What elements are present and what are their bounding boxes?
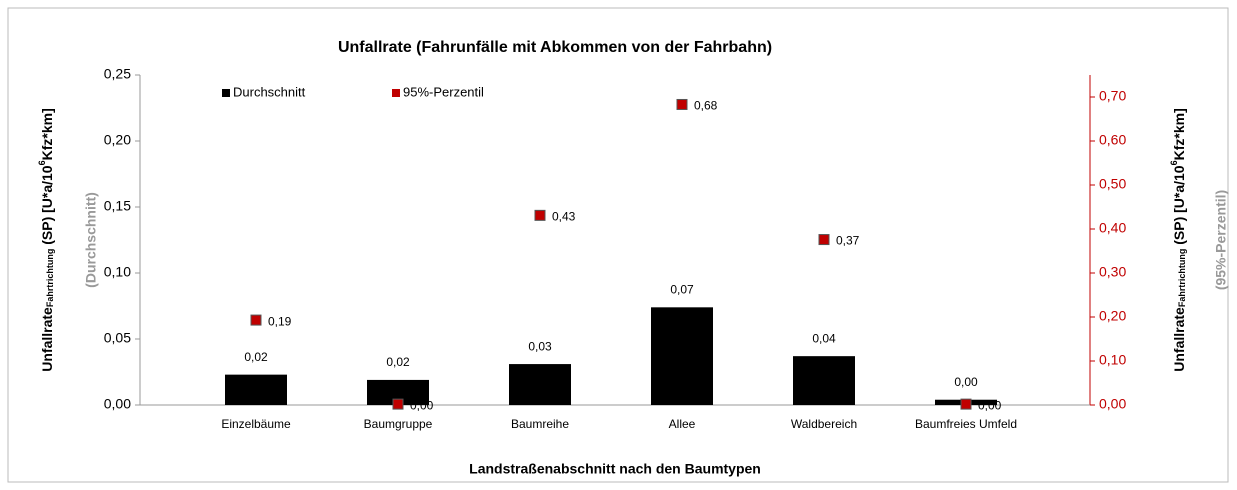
legend-label: Durchschnitt xyxy=(233,84,306,99)
point-value-label: 0,00 xyxy=(978,398,1002,412)
y2-tick-label: 0,30 xyxy=(1099,264,1126,280)
bar-value-label: 0,00 xyxy=(954,375,978,389)
y-tick-label: 0,25 xyxy=(104,66,131,82)
legend-label: 95%-Perzentil xyxy=(403,84,484,99)
label-main: Unfallrate xyxy=(39,307,55,372)
y2-tick-label: 0,10 xyxy=(1099,352,1126,368)
label-sup: 6 xyxy=(1169,160,1179,165)
x-tick-label: Baumgruppe xyxy=(364,417,433,431)
y2-tick-label: 0,70 xyxy=(1099,88,1126,104)
point xyxy=(250,314,262,326)
label-main: Unfallrate xyxy=(1171,307,1187,372)
label-end: Kfz*km] xyxy=(39,108,55,160)
y2-tick-label: 0,00 xyxy=(1099,396,1126,412)
y2-tick-label: 0,20 xyxy=(1099,308,1126,324)
y2-tick-label: 0,60 xyxy=(1099,132,1126,148)
y-axis-label: UnfallrateFahrtrichtung (SP) [U*a/106Kfz… xyxy=(1169,108,1187,371)
y-axis-note: (95%-Perzentil) xyxy=(1213,190,1229,290)
label-rest: (SP) [U*a/10 xyxy=(1171,165,1187,248)
legend-swatch xyxy=(392,89,400,97)
point-value-label: 0,37 xyxy=(836,234,860,248)
y-axis-note: (Durchschnitt) xyxy=(83,192,99,288)
chart-title: Unfallrate (Fahrunfälle mit Abkommen von… xyxy=(338,39,772,56)
chart-frame xyxy=(7,7,1229,483)
label-sup: 6 xyxy=(37,160,47,165)
point xyxy=(392,398,404,410)
bar xyxy=(651,307,713,405)
bar xyxy=(225,374,287,405)
point-value-label: 0,68 xyxy=(694,99,718,113)
y2-tick-label: 0,50 xyxy=(1099,176,1126,192)
bar xyxy=(793,356,855,405)
bar-value-label: 0,04 xyxy=(812,331,836,345)
bar-value-label: 0,07 xyxy=(670,282,694,296)
point xyxy=(534,209,546,221)
y2-tick-label: 0,40 xyxy=(1099,220,1126,236)
legend-swatch xyxy=(222,89,230,97)
y-axis-label: UnfallrateFahrtrichtung (SP) [U*a/106Kfz… xyxy=(37,108,55,371)
bar xyxy=(509,364,571,405)
y-tick-label: 0,20 xyxy=(104,132,131,148)
y-tick-label: 0,05 xyxy=(104,330,131,346)
x-tick-label: Allee xyxy=(669,417,696,431)
point-value-label: 0,43 xyxy=(552,210,576,224)
label-sub: Fahrtrichtung xyxy=(45,249,55,308)
x-tick-label: Baumreihe xyxy=(511,417,569,431)
x-tick-label: Baumfreies Umfeld xyxy=(915,417,1017,431)
bar-value-label: 0,02 xyxy=(244,350,268,364)
x-tick-label: Waldbereich xyxy=(791,417,857,431)
y-tick-label: 0,15 xyxy=(104,198,131,214)
bar-value-label: 0,03 xyxy=(528,339,552,353)
x-axis-label: Landstraßenabschnitt nach den Baumtypen xyxy=(469,461,761,477)
point xyxy=(960,398,972,410)
label-sub: Fahrtrichtung xyxy=(1177,249,1187,308)
point-value-label: 0,00 xyxy=(410,398,434,412)
label-end: Kfz*km] xyxy=(1171,108,1187,160)
point xyxy=(818,234,830,246)
point-value-label: 0,19 xyxy=(268,314,292,328)
label-rest: (SP) [U*a/10 xyxy=(39,165,55,248)
point xyxy=(676,98,688,110)
x-tick-label: Einzelbäume xyxy=(221,417,291,431)
y-tick-label: 0,00 xyxy=(104,396,131,412)
y-tick-label: 0,10 xyxy=(104,264,131,280)
bar-value-label: 0,02 xyxy=(386,355,410,369)
